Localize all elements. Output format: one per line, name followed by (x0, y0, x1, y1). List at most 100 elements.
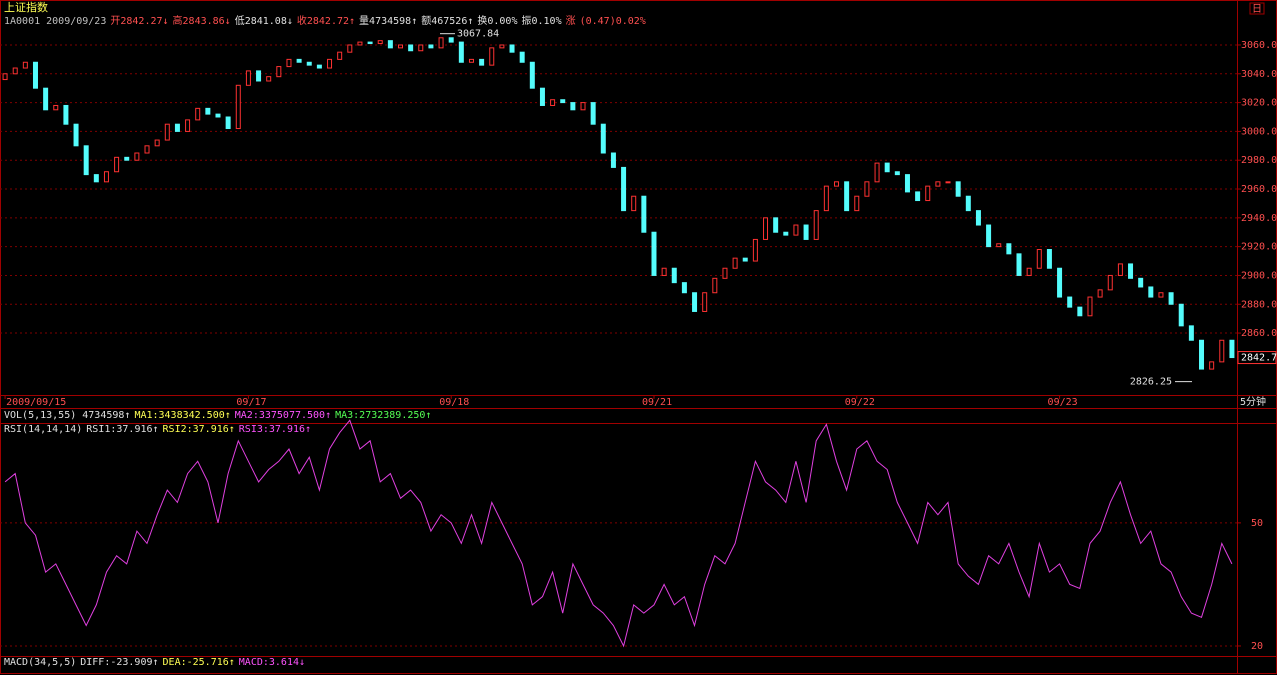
candle (276, 66, 282, 78)
candle (114, 156, 120, 173)
candle (823, 185, 829, 212)
candle (975, 210, 981, 226)
candle (1148, 286, 1154, 298)
candle (134, 152, 140, 161)
candle (43, 87, 49, 111)
info-item: 开2842.27↓ (110, 16, 169, 27)
candle (752, 238, 758, 262)
candle (256, 70, 262, 82)
candle (185, 119, 191, 132)
info-item: RSI1:37.916↑ (86, 424, 159, 435)
info-item: 额467526↑ (421, 16, 474, 27)
x-tick-label: 09/21 (642, 397, 672, 408)
info-item: MACD:3.614↓ (238, 657, 306, 668)
candle (225, 116, 231, 130)
candle (560, 99, 566, 104)
info-row: 1A0001 2009/09/23 开2842.27↓ 高2843.86↓ 低2841… (4, 16, 650, 28)
candle (53, 104, 59, 111)
candle (468, 58, 474, 63)
candle (408, 44, 414, 52)
x-tick-label: 09/18 (439, 397, 469, 408)
candle (550, 99, 556, 106)
candle (306, 61, 312, 66)
info-item: 振0.10% (521, 16, 562, 27)
candle (154, 139, 160, 147)
candle (722, 267, 728, 279)
candle (418, 44, 424, 52)
x-tick-label: 09/17 (236, 397, 266, 408)
info-item: 涨 (565, 16, 576, 27)
candle (347, 44, 353, 53)
candle (904, 174, 910, 193)
candle (833, 181, 839, 187)
candle (286, 58, 292, 68)
candle (235, 84, 241, 130)
candle (174, 123, 180, 132)
candle (894, 171, 900, 176)
y-tick-label: 3020.0 (1241, 98, 1277, 109)
candle (458, 41, 464, 63)
info-item: RSI2:37.916↑ (162, 424, 235, 435)
candle (1229, 339, 1235, 359)
candle (1178, 303, 1184, 327)
candle (266, 76, 272, 82)
vol-row: VOL(5,13,55) 4734598↑ MA1:3438342.500↑ MA2… (4, 410, 435, 422)
candle (1219, 339, 1225, 363)
title: 上证指数 (4, 1, 48, 14)
candle (357, 41, 363, 46)
candle (367, 41, 373, 45)
info-item: 收2842.72↑ (296, 16, 356, 27)
candle (925, 185, 931, 202)
candle (621, 166, 627, 212)
candle (854, 195, 860, 212)
x-tick-label: 09/23 (1048, 397, 1078, 408)
candle (337, 51, 343, 60)
info-item: (0.47)0.02% (579, 16, 646, 27)
candle (965, 195, 971, 212)
candle (915, 191, 921, 202)
candle (580, 102, 586, 111)
corner-label: 日 (1252, 4, 1262, 15)
candle (1199, 339, 1205, 370)
candle (874, 162, 880, 183)
last-price-box (1237, 351, 1277, 365)
last-price-label: 2842.7 (1241, 353, 1277, 364)
candle (1188, 325, 1194, 341)
y-tick-label: 2960.0 (1241, 184, 1277, 195)
candle (702, 292, 708, 312)
candle (509, 44, 515, 53)
candle (692, 292, 698, 312)
info-item: MA2:3375077.500↑ (234, 410, 332, 421)
candle (296, 58, 302, 63)
info-item: 高2843.86↓ (172, 16, 231, 27)
candle (651, 231, 657, 276)
info-item: MA3:2732389.250↑ (335, 410, 432, 421)
candle (438, 37, 444, 49)
candle (1067, 296, 1073, 308)
candle (1036, 249, 1042, 269)
candle (195, 107, 201, 121)
candle (610, 152, 616, 168)
candle (996, 243, 1002, 248)
period-label: 5分钟 (1240, 395, 1266, 408)
candle (32, 61, 38, 89)
candle (327, 58, 333, 69)
candle (316, 64, 322, 69)
candle (844, 181, 850, 212)
info-item: 1A0001 2009/09/23 (4, 16, 107, 27)
candle (1026, 267, 1032, 276)
candle (12, 67, 18, 75)
y-tick-label: 3000.0 (1241, 126, 1277, 137)
candle (398, 44, 404, 49)
candle (428, 44, 434, 49)
candle (1046, 249, 1052, 269)
y-tick-label: 3040.0 (1241, 69, 1277, 80)
candle (1006, 243, 1012, 255)
candle (955, 181, 961, 197)
info-item: RSI(14,14,14) (4, 424, 83, 435)
candle (813, 210, 819, 240)
info-item: RSI3:37.916↑ (238, 424, 312, 435)
info-item: DEA:-25.716↑ (162, 657, 235, 668)
candle (773, 217, 779, 233)
